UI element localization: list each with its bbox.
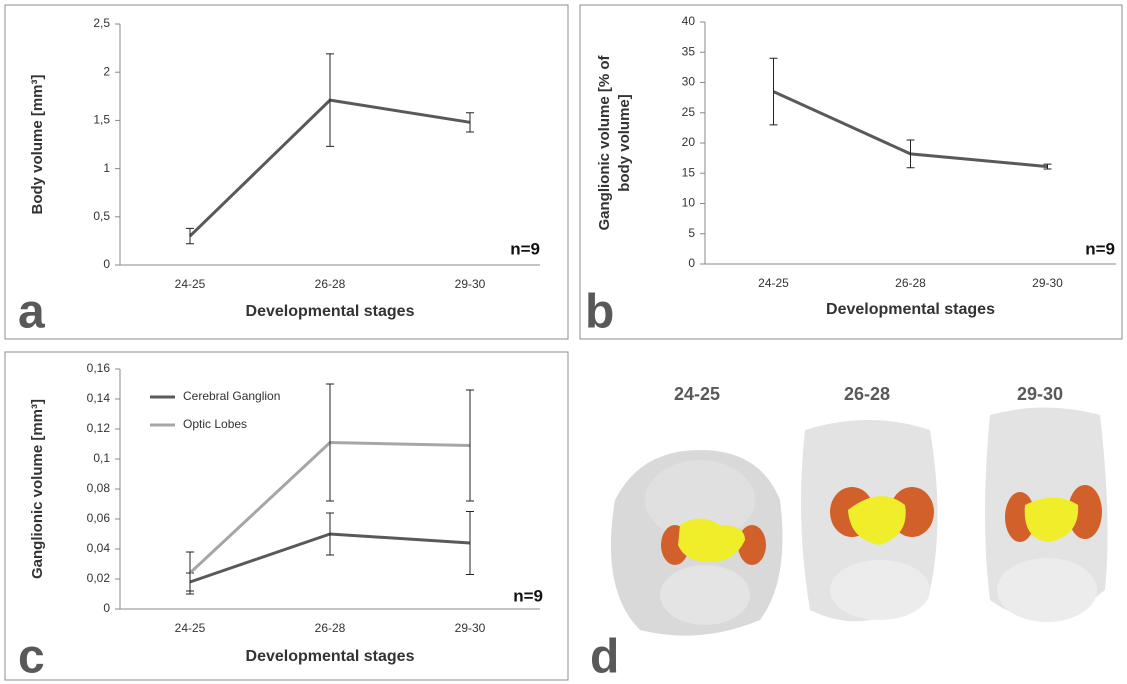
y-tick-label: 2 <box>103 64 110 78</box>
y-axis-label: Body volume [mm³] <box>29 74 46 214</box>
x-tick-label: 26-28 <box>315 277 346 291</box>
y-tick-label: 0,06 <box>87 511 111 525</box>
specimen <box>611 450 783 636</box>
y-tick-label: 1 <box>103 161 110 175</box>
panel-label: c <box>18 631 45 684</box>
annotation: n=9 <box>1085 239 1115 258</box>
annotation: n=9 <box>510 239 540 258</box>
specimen <box>801 420 938 621</box>
y-tick-label: 0 <box>103 257 110 271</box>
image-label: 26-28 <box>844 384 890 404</box>
x-tick-label: 24-25 <box>175 621 206 635</box>
y-tick-label: 0,02 <box>87 571 111 585</box>
image-label: 24-25 <box>674 384 720 404</box>
x-tick-label: 26-28 <box>315 621 346 635</box>
y-tick-label: 0,16 <box>87 361 111 375</box>
image-label: 29-30 <box>1017 384 1063 404</box>
figure: 0 0,5 1 1,5 2 2,5 24-25 26-28 29-30 Body volume [… <box>0 0 1127 684</box>
y-tick-label: 25 <box>682 105 696 119</box>
y-tick-label: 0,5 <box>93 209 110 223</box>
legend-label: Optic Lobes <box>183 417 247 431</box>
x-tick-label: 29-30 <box>1032 276 1063 290</box>
x-tick-label: 24-25 <box>758 276 789 290</box>
x-axis-label: Developmental stages <box>246 648 415 665</box>
y-tick-label: 0 <box>103 601 110 615</box>
x-axis-label: Developmental stages <box>246 303 415 320</box>
y-tick-label: 0,08 <box>87 481 111 495</box>
panel-label: a <box>18 286 45 339</box>
y-tick-label: 35 <box>682 44 696 58</box>
y-tick-label: 0,1 <box>93 451 110 465</box>
y-axis-label: Ganglionic volume [mm³] <box>29 399 46 579</box>
y-tick-label: 1,5 <box>93 113 110 127</box>
y-tick-label: 10 <box>682 196 696 210</box>
y-tick-label: 5 <box>688 226 695 240</box>
x-tick-label: 26-28 <box>895 276 926 290</box>
x-tick-label: 29-30 <box>455 621 486 635</box>
error-bar <box>186 228 194 243</box>
legend-label: Cerebral Ganglion <box>183 389 280 403</box>
y-tick-label: 15 <box>682 165 696 179</box>
panel-label: b <box>585 286 614 339</box>
y-tick-label: 0,04 <box>87 541 111 555</box>
y-tick-label: 0 <box>688 256 695 270</box>
specimen <box>985 408 1108 623</box>
y-tick-label: 0,12 <box>87 421 111 435</box>
specimen-images <box>611 408 1108 636</box>
y-tick-label: 40 <box>682 14 696 28</box>
y-tick-label: 2,5 <box>93 16 110 30</box>
y-tick-label: 30 <box>682 75 696 89</box>
x-axis-label: Developmental stages <box>826 301 995 318</box>
panel-label: d <box>590 631 619 684</box>
page: 0 0,5 1 1,5 2 2,5 24-25 26-28 29-30 Body volume [… <box>0 0 1127 684</box>
y-tick-label: 20 <box>682 135 696 149</box>
y-axis-label: body volume] <box>616 94 633 192</box>
y-axis-label: Ganglionic volume [% of <box>596 54 613 230</box>
annotation: n=9 <box>513 586 543 605</box>
y-tick-label: 0,14 <box>87 391 111 405</box>
x-tick-label: 29-30 <box>455 277 486 291</box>
x-tick-label: 24-25 <box>175 277 206 291</box>
